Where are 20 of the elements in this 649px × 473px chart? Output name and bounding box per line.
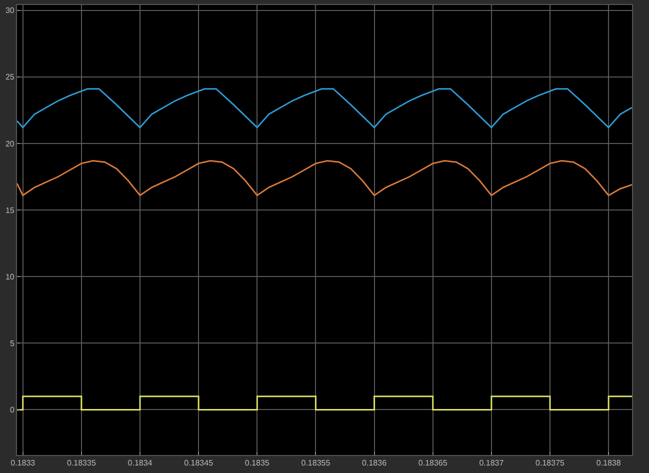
- y-tick-label: 30: [5, 6, 15, 16]
- x-tick-label: 0.1837: [479, 458, 504, 468]
- y-tick-label: 15: [5, 206, 15, 215]
- y-tick-label: 25: [5, 72, 15, 82]
- x-tick-label: 0.1833: [10, 458, 36, 468]
- y-tick-label: 5: [10, 338, 15, 348]
- x-tick-label: 0.18345: [184, 458, 214, 468]
- y-tick-label: 10: [5, 272, 15, 282]
- x-tick-label: 0.1835: [244, 458, 270, 468]
- x-tick-label: 0.1834: [128, 458, 153, 468]
- x-tick-label: 0.18365: [418, 458, 448, 468]
- x-tick-label: 0.18375: [536, 458, 566, 468]
- x-tick-label: 0.1836: [362, 458, 388, 468]
- x-tick-label: 0.18355: [301, 458, 331, 468]
- line-series: [17, 88, 632, 128]
- x-tick-label: 0.18335: [66, 458, 96, 468]
- line-series: [17, 160, 632, 196]
- y-tick-label: 20: [5, 139, 15, 148]
- y-tick-label: 0: [10, 406, 15, 415]
- x-tick-label: 0.1838: [596, 458, 622, 468]
